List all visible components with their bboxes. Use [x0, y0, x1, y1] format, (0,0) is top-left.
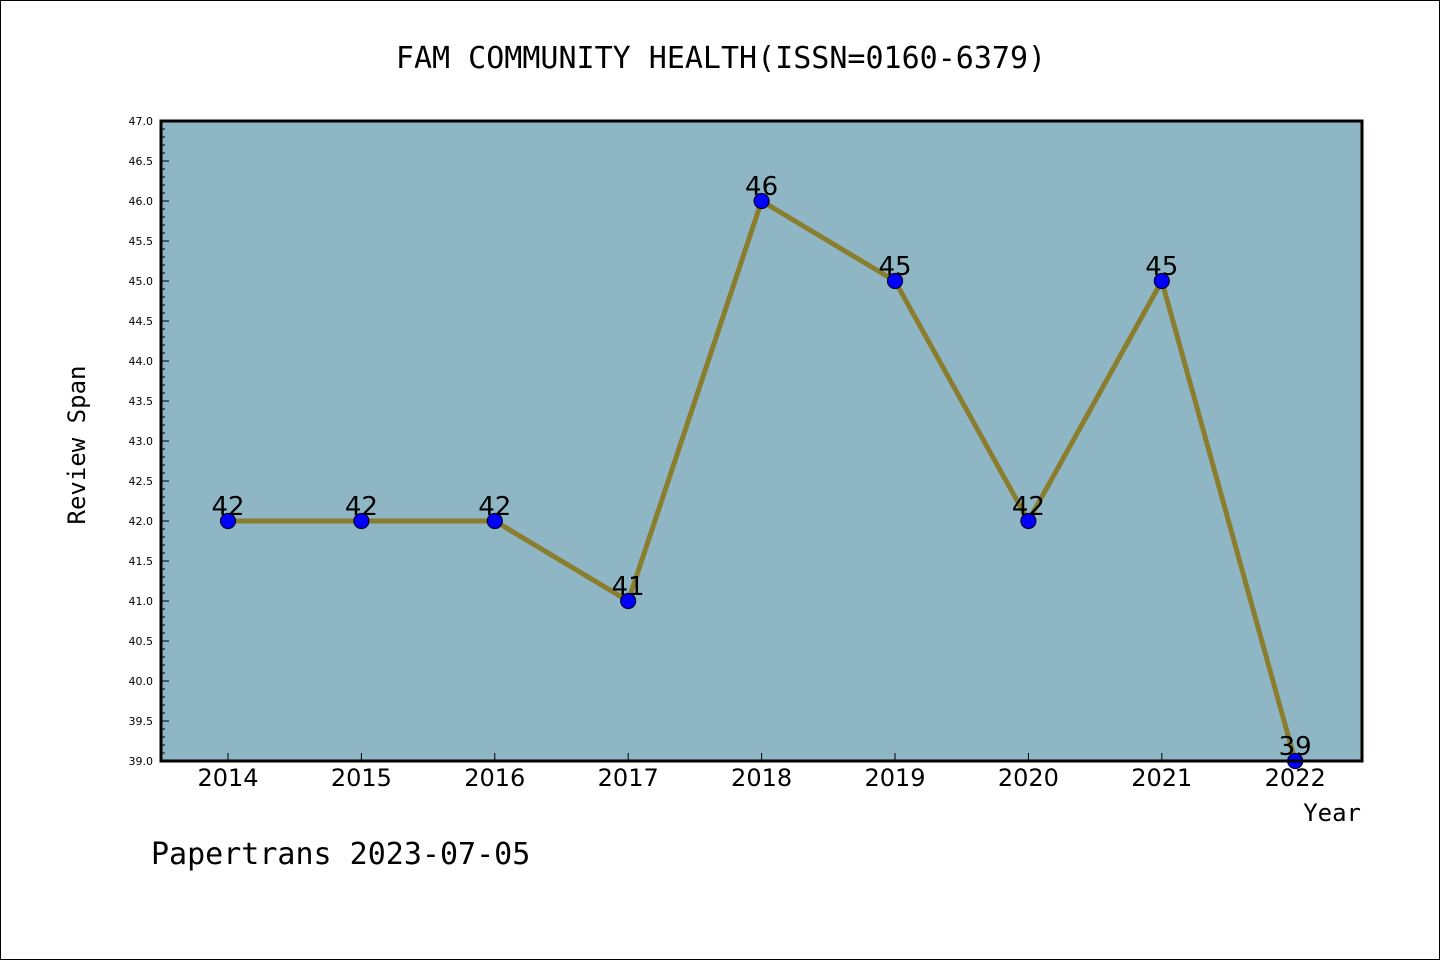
- y-tick-label: 44.0: [129, 355, 154, 368]
- plot-area: [161, 121, 1362, 761]
- x-tick-label: 2016: [464, 764, 525, 792]
- data-point: [219, 512, 237, 530]
- x-tick-label: 2019: [864, 764, 925, 792]
- data-label: 42: [345, 492, 378, 522]
- y-tick-label: 45.5: [129, 235, 154, 248]
- x-tick-label: 2014: [197, 764, 258, 792]
- watermark: Papertrans 2023-07-05: [151, 837, 530, 872]
- data-point: [1020, 512, 1037, 530]
- data-label: 41: [612, 572, 645, 602]
- y-tick-label: 42.0: [129, 515, 154, 528]
- y-tick-label: 40.0: [129, 675, 154, 688]
- y-tick-label: 41.5: [129, 555, 154, 568]
- data-labels: 42 42 42 41 46 45 42 45 39: [211, 172, 1311, 762]
- data-label: 45: [878, 252, 911, 282]
- data-point: [353, 512, 370, 530]
- x-tick-label: 2015: [331, 764, 392, 792]
- chart-title: FAM COMMUNITY HEALTH(ISSN=0160-6379): [396, 41, 1046, 76]
- data-point: [753, 192, 770, 210]
- data-point: [1153, 272, 1170, 290]
- y-tick-label: 39.0: [129, 755, 154, 768]
- data-label: 45: [1145, 252, 1178, 282]
- y-tick-label: 41.0: [129, 595, 154, 608]
- x-tick-label: 2018: [731, 764, 792, 792]
- y-tick-label: 43.5: [129, 395, 154, 408]
- y-axis-title: Review Span: [63, 366, 91, 525]
- x-axis-title: Year: [1303, 799, 1361, 827]
- series-review-span: [219, 192, 1304, 770]
- y-tick-label: 45.0: [129, 275, 154, 288]
- y-tick-label: 42.5: [129, 475, 154, 488]
- y-tick-label: 47.0: [129, 115, 154, 128]
- data-label: 46: [745, 172, 778, 202]
- x-tick-label: 2021: [1131, 764, 1192, 792]
- y-tick-label: 43.0: [129, 435, 154, 448]
- y-tick-label: 40.5: [129, 635, 154, 648]
- x-tick-label: 2020: [998, 764, 1059, 792]
- data-label: 42: [1012, 492, 1045, 522]
- y-tick-label: 46.0: [129, 195, 154, 208]
- y-tick-label: 44.5: [129, 315, 154, 328]
- x-tick-label: 2017: [598, 764, 659, 792]
- data-point: [620, 592, 637, 610]
- data-point: [486, 512, 503, 530]
- y-tick-label: 39.5: [129, 715, 154, 728]
- plot-border: [159, 119, 1364, 763]
- data-label: 42: [211, 492, 244, 522]
- data-point: [886, 272, 904, 290]
- data-label: 42: [478, 492, 511, 522]
- y-tick-label: 46.5: [129, 155, 154, 168]
- data-label: 39: [1279, 732, 1312, 762]
